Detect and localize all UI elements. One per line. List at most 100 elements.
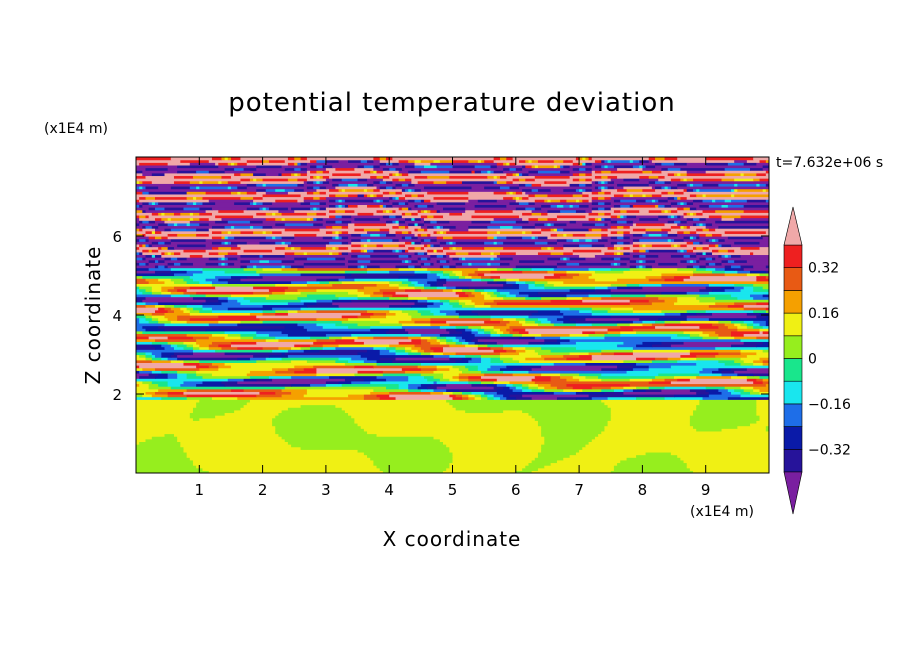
contour-cell xyxy=(686,178,694,182)
contour-cell xyxy=(443,225,457,229)
contour-cell xyxy=(461,336,476,340)
contour-cell xyxy=(136,428,276,432)
contour-cell xyxy=(363,243,368,248)
contour-cell xyxy=(468,293,476,298)
contour-cell xyxy=(553,362,587,366)
contour-cell xyxy=(208,343,219,348)
contour-cell xyxy=(753,309,767,313)
contour-cell xyxy=(620,251,625,256)
contour-cell xyxy=(693,236,697,240)
contour-cell xyxy=(275,217,283,221)
contour-cell xyxy=(617,236,625,240)
contour-cell xyxy=(436,230,441,234)
contour-cell xyxy=(392,196,397,200)
contour-cell xyxy=(490,262,501,266)
contour-cell xyxy=(664,209,669,213)
contour-cell xyxy=(224,336,242,340)
contour-cell xyxy=(389,228,416,232)
contour-cell xyxy=(591,188,602,192)
contour-cell xyxy=(693,270,713,274)
contour-cell xyxy=(208,199,254,203)
contour-cell xyxy=(601,175,609,179)
contour-cell xyxy=(588,394,675,398)
contour-cell xyxy=(196,341,213,345)
contour-cell xyxy=(354,372,384,377)
contour-cell xyxy=(613,257,621,261)
contour-cell xyxy=(759,330,764,335)
contour-cell xyxy=(515,349,526,353)
contour-cell xyxy=(161,230,213,234)
contour-cell xyxy=(408,386,419,390)
contour-cell xyxy=(699,372,723,377)
contour-cell xyxy=(227,180,242,184)
contour-cell xyxy=(234,225,251,229)
contour-cell xyxy=(177,164,219,169)
contour-cell xyxy=(465,257,492,261)
contour-cell xyxy=(594,180,599,184)
contour-cell xyxy=(284,386,387,390)
contour-cell xyxy=(237,396,365,400)
contour-cell xyxy=(455,351,501,356)
contour-cell xyxy=(363,394,378,398)
contour-cell xyxy=(610,159,631,163)
contour-cell xyxy=(670,225,681,229)
contour-cell xyxy=(525,320,536,324)
contour-cell xyxy=(338,233,352,237)
contour-cell xyxy=(560,341,577,345)
contour-cell xyxy=(661,272,694,277)
contour-cell xyxy=(569,351,590,356)
contour-cell xyxy=(382,199,390,203)
contour-cell xyxy=(471,170,476,174)
contour-cell xyxy=(718,351,742,356)
contour-cell xyxy=(620,209,628,213)
contour-cell xyxy=(329,336,343,340)
contour-cell xyxy=(136,315,147,319)
contour-cell xyxy=(588,204,615,208)
contour-cell xyxy=(325,383,343,387)
contour-cell xyxy=(275,430,368,435)
contour-cell xyxy=(734,217,769,221)
contour-cell xyxy=(389,172,393,177)
contour-cell xyxy=(151,380,169,385)
contour-cell xyxy=(136,404,197,408)
contour-cell xyxy=(420,159,435,163)
contour-cell xyxy=(436,367,450,371)
contour-cell xyxy=(560,275,574,279)
contour-cell xyxy=(151,394,169,398)
contour-cell xyxy=(183,249,207,253)
contour-cell xyxy=(306,172,333,177)
contour-cell xyxy=(632,254,640,258)
contour-cell xyxy=(455,336,463,340)
contour-cell xyxy=(468,225,488,229)
contour-cell xyxy=(199,185,229,190)
contour-cell xyxy=(256,167,286,171)
contour-cell xyxy=(632,249,640,253)
contour-cell xyxy=(664,175,769,179)
contour-cell xyxy=(696,391,710,395)
contour-cell xyxy=(594,270,625,274)
contour-cell xyxy=(325,167,336,171)
contour-cell xyxy=(629,322,643,327)
contour-cell xyxy=(148,372,159,377)
contour-cell xyxy=(528,370,628,374)
contour-cell xyxy=(753,296,769,300)
contour-cell xyxy=(136,438,147,442)
contour-cell xyxy=(196,370,251,374)
contour-cell xyxy=(639,178,659,182)
contour-cell xyxy=(382,178,393,182)
contour-cell xyxy=(376,193,384,198)
contour-cell xyxy=(443,375,454,379)
contour-cell xyxy=(351,243,362,248)
contour-cell xyxy=(765,275,769,279)
contour-cell xyxy=(753,157,769,161)
colorbar-bin xyxy=(783,312,803,337)
contour-cell xyxy=(262,183,267,187)
contour-cell xyxy=(443,264,450,269)
contour-cell xyxy=(389,199,409,203)
contour-cell xyxy=(272,236,276,240)
contour-cell xyxy=(626,370,700,374)
contour-cell xyxy=(632,241,688,245)
contour-cell xyxy=(338,357,352,361)
contour-cell xyxy=(262,201,273,205)
contour-cell xyxy=(211,225,226,229)
